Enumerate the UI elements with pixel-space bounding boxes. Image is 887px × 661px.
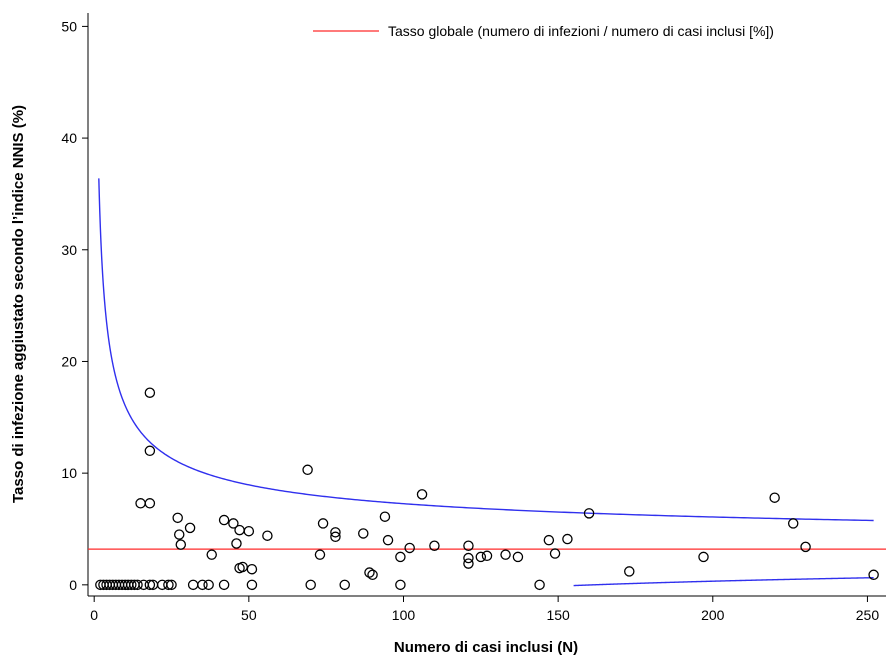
data-point xyxy=(868,569,879,581)
x-tick-label: 50 xyxy=(241,607,257,623)
data-point xyxy=(404,542,415,554)
data-point xyxy=(144,387,156,398)
data-point xyxy=(144,579,156,591)
data-point xyxy=(172,512,183,524)
data-point xyxy=(218,579,230,591)
data-point xyxy=(144,498,156,509)
data-point xyxy=(302,464,313,476)
data-point xyxy=(246,563,258,575)
data-point xyxy=(234,524,245,536)
data-point xyxy=(175,539,187,550)
data-point xyxy=(243,525,255,537)
data-point xyxy=(395,551,406,563)
x-axis-ticks: 0 50 100 150 200 250 xyxy=(90,596,879,623)
data-point xyxy=(395,579,406,591)
data-point xyxy=(203,579,214,591)
data-point xyxy=(463,552,474,564)
data-point xyxy=(330,531,341,543)
data-point xyxy=(416,489,428,500)
data-point xyxy=(562,533,573,545)
y-tick-label: 40 xyxy=(61,130,77,146)
data-point xyxy=(231,538,242,549)
y-tick-label: 20 xyxy=(61,353,77,369)
data-point xyxy=(246,579,258,591)
data-point xyxy=(769,492,780,503)
data-point xyxy=(379,511,391,522)
data-point xyxy=(166,579,177,591)
data-point xyxy=(787,518,799,529)
x-axis-title: Numero di casi inclusi (N) xyxy=(394,639,578,656)
y-tick-label: 50 xyxy=(61,18,77,34)
data-point xyxy=(228,518,239,529)
data-point xyxy=(305,579,316,591)
y-tick-label: 10 xyxy=(61,465,77,481)
data-point xyxy=(534,579,545,591)
legend: Tasso globale (numero di infezioni / num… xyxy=(313,23,774,39)
upper-control-limit-curve xyxy=(98,178,874,522)
data-point xyxy=(429,540,440,551)
data-point xyxy=(237,561,248,573)
y-axis-ticks: 0 10 20 30 40 50 xyxy=(61,18,88,593)
data-point xyxy=(512,551,524,563)
data-point xyxy=(500,549,511,560)
data-point xyxy=(382,534,394,546)
data-point xyxy=(126,579,137,591)
data-point xyxy=(262,530,273,541)
data-point xyxy=(698,551,709,563)
data-point xyxy=(358,528,369,539)
data-point xyxy=(187,579,199,591)
data-point xyxy=(314,549,326,560)
x-tick-label: 100 xyxy=(392,607,416,623)
y-axis-title: Tasso di infezione aggiustato secondo l’… xyxy=(10,105,27,503)
data-point xyxy=(624,566,635,577)
data-point xyxy=(367,569,378,581)
data-point xyxy=(364,567,375,578)
data-point xyxy=(163,579,174,591)
data-points xyxy=(95,387,879,591)
y-tick-label: 0 xyxy=(69,577,77,593)
data-point xyxy=(583,508,595,519)
plot-area xyxy=(88,178,886,591)
data-point xyxy=(463,558,474,569)
data-point xyxy=(197,579,208,591)
data-point xyxy=(184,522,196,534)
x-tick-label: 200 xyxy=(701,607,725,623)
x-tick-label: 250 xyxy=(856,607,880,623)
data-point xyxy=(800,541,811,553)
data-point xyxy=(132,579,143,591)
x-tick-label: 150 xyxy=(546,607,570,623)
x-tick-label: 0 xyxy=(90,607,98,623)
data-point xyxy=(481,550,493,562)
data-point xyxy=(463,540,474,551)
y-tick-label: 30 xyxy=(61,242,77,258)
data-point xyxy=(135,498,146,509)
data-point xyxy=(317,518,329,529)
data-point xyxy=(549,548,561,559)
data-point xyxy=(218,514,230,526)
data-point xyxy=(475,551,487,563)
data-point xyxy=(206,549,217,560)
data-point xyxy=(543,534,555,546)
lower-control-limit-curve xyxy=(573,577,874,587)
data-point xyxy=(173,529,185,540)
legend-label: Tasso globale (numero di infezioni / num… xyxy=(388,23,774,39)
data-point xyxy=(339,579,350,591)
data-point xyxy=(144,445,156,457)
data-point xyxy=(330,527,341,538)
